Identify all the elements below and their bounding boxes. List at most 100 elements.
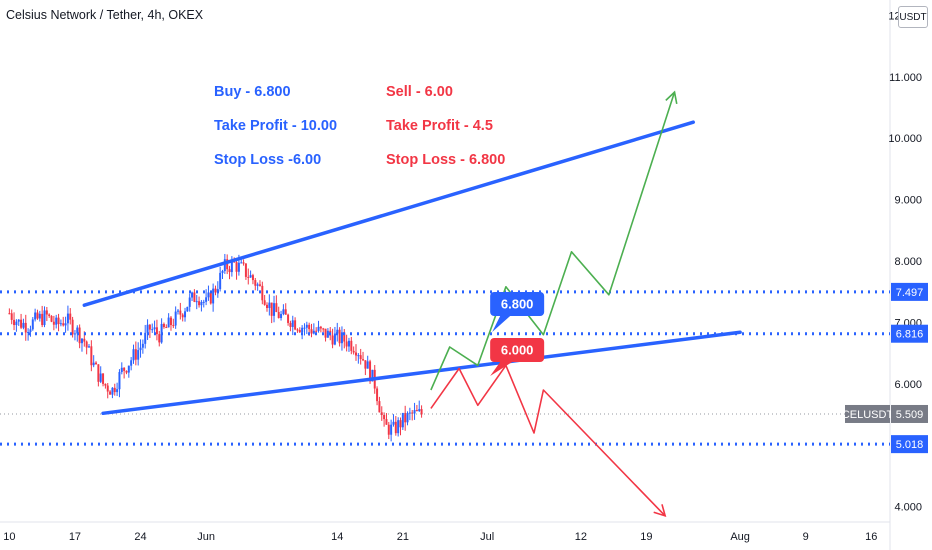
candle-body xyxy=(205,297,208,302)
candle-body xyxy=(179,310,182,315)
sell-note: Sell - 6.00 xyxy=(386,84,453,100)
candle-body xyxy=(263,300,266,305)
candle-body xyxy=(291,320,294,327)
candle-body xyxy=(172,325,175,327)
candle-body xyxy=(137,350,140,360)
candle-body xyxy=(303,327,306,329)
candle-body xyxy=(24,322,27,333)
candle-body xyxy=(275,303,278,312)
candle-body xyxy=(193,292,196,302)
candle-body xyxy=(29,329,32,333)
candle-body xyxy=(141,343,144,348)
candle-body xyxy=(59,323,62,325)
time-tick-label: Aug xyxy=(730,531,750,543)
candle-body xyxy=(111,387,114,395)
candle-body xyxy=(336,329,339,334)
candle-body xyxy=(340,332,343,344)
candle-body xyxy=(207,292,210,298)
candle-body xyxy=(226,259,229,270)
time-tick-label: 24 xyxy=(134,531,146,543)
buy-note: Buy - 6.800 xyxy=(214,84,291,100)
candle-body xyxy=(73,333,76,335)
candle-body xyxy=(294,320,297,330)
candle-body xyxy=(387,424,390,435)
symbol-title: Celsius Network / Tether, 4h, OKEX xyxy=(6,8,204,22)
candle-body xyxy=(380,412,383,415)
level-price-tag xyxy=(891,324,928,343)
candle-body xyxy=(104,383,107,386)
candle-body xyxy=(282,309,285,315)
price-tick-label: 8.000 xyxy=(894,256,922,268)
time-tick-label: Jul xyxy=(480,531,494,543)
candle-body xyxy=(13,319,16,326)
sell-stop-loss-note: Stop Loss - 6.800 xyxy=(386,152,506,168)
candle-body xyxy=(92,362,95,366)
time-tick-label: 19 xyxy=(640,531,652,543)
candle-body xyxy=(331,335,334,345)
candle-body xyxy=(8,313,11,315)
candle-body xyxy=(99,373,102,382)
candle-body xyxy=(106,385,109,392)
candle-body xyxy=(153,327,156,330)
candle-body xyxy=(338,329,341,344)
candle-body xyxy=(301,327,304,333)
candle-body xyxy=(66,313,69,324)
price-tick-label: 10.000 xyxy=(888,133,922,145)
candle-body xyxy=(359,355,362,360)
candle-body xyxy=(146,324,149,333)
candle-body xyxy=(298,330,301,333)
last-price-tag-label: 5.509 xyxy=(896,409,924,421)
candle-body xyxy=(270,302,273,316)
candle-body xyxy=(43,310,46,326)
bearish-projection-path xyxy=(430,364,666,517)
level-price-tag xyxy=(891,435,928,454)
candle-body xyxy=(249,275,252,278)
candle-body xyxy=(83,338,86,342)
candle-body xyxy=(235,262,238,272)
candle-body xyxy=(76,327,79,334)
candle-body xyxy=(394,421,397,434)
candle-body xyxy=(109,391,112,395)
channel-lower-line xyxy=(101,330,742,416)
candle-body xyxy=(214,288,217,293)
candle-body xyxy=(130,360,133,366)
candle-body xyxy=(88,346,90,348)
axes-layer: 4.0005.0006.0007.0008.0009.00010.00011.0… xyxy=(3,10,928,543)
candle-body xyxy=(324,328,327,338)
candle-body xyxy=(165,327,168,329)
candle-body xyxy=(406,413,409,423)
candle-body xyxy=(158,334,161,343)
level-price-tag xyxy=(891,282,928,301)
level-price-tag-label: 5.018 xyxy=(896,439,924,451)
candle-body xyxy=(357,355,360,357)
candle-body xyxy=(280,314,283,319)
candle-body xyxy=(48,314,51,316)
buy-take-profit-note: Take Profit - 10.00 xyxy=(214,118,338,134)
candle-body xyxy=(256,284,259,286)
candle-body xyxy=(134,349,137,360)
candle-body xyxy=(420,409,423,415)
candle-body xyxy=(212,288,215,304)
candle-body xyxy=(50,315,53,322)
currency-button[interactable]: USDT xyxy=(898,6,928,28)
candle-body xyxy=(312,330,315,334)
level-price-tag-label: 6.816 xyxy=(896,329,924,341)
candle-body xyxy=(333,333,336,345)
time-tick-label: 16 xyxy=(865,531,877,543)
callout-box xyxy=(490,338,545,362)
callout-box xyxy=(490,292,545,316)
candle-body xyxy=(202,301,205,303)
candle-body xyxy=(17,319,20,322)
candle-body xyxy=(132,349,135,361)
candle-body xyxy=(317,326,320,331)
candle-body xyxy=(144,332,147,344)
candle-body xyxy=(167,317,170,328)
candle-body xyxy=(322,328,325,330)
candle-body xyxy=(125,370,128,373)
candle-body xyxy=(120,367,123,373)
candle-body xyxy=(399,420,402,428)
candle-body xyxy=(155,327,158,335)
price-tick-label: 11.000 xyxy=(889,72,922,84)
candle-body xyxy=(41,313,44,326)
